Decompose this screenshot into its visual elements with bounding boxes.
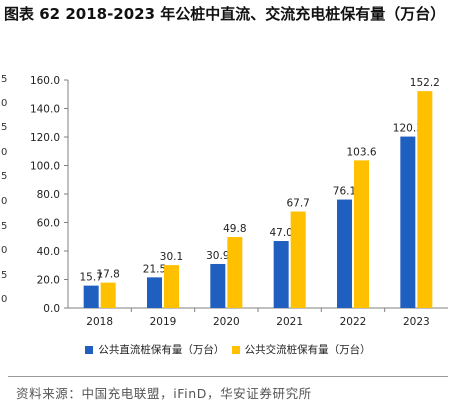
cropped-tick-label: 0 <box>1 245 8 256</box>
legend-item-dc: 公共直流桩保有量（万台） <box>85 342 224 357</box>
source-note: 资料来源：中国充电联盟，iFinD，华安证券研究所 <box>16 386 312 401</box>
data-label: 30.1 <box>160 251 183 263</box>
data-label: 76.1 <box>333 186 356 198</box>
data-label: 30.9 <box>206 250 229 262</box>
data-label: 67.7 <box>286 198 309 210</box>
cropped-tick-label: 0 <box>1 294 8 305</box>
data-label: 152.2 <box>410 77 440 89</box>
data-label: 21.5 <box>143 263 166 275</box>
legend-label-dc: 公共直流桩保有量（万台） <box>98 344 225 356</box>
legend-swatch-ac <box>231 345 240 354</box>
bar-ac-2019 <box>164 265 179 308</box>
data-label: 15.7 <box>79 272 102 284</box>
x-tick-label: 2022 <box>340 316 367 328</box>
data-label: 17.8 <box>96 269 119 281</box>
source-divider <box>8 376 448 377</box>
bar-ac-2023 <box>417 91 433 309</box>
y-tick-label: 60.0 <box>37 218 60 230</box>
y-tick-label: 0.0 <box>43 303 60 315</box>
data-label: 103.6 <box>346 146 376 158</box>
legend-label-ac: 公共交流桩保有量（万台） <box>244 344 371 356</box>
x-tick-label: 2020 <box>213 316 240 328</box>
data-label: 120.3 <box>393 123 423 135</box>
bar-dc-2023 <box>400 136 416 308</box>
y-tick-label: 20.0 <box>37 275 60 287</box>
y-tick-label: 160.0 <box>30 75 60 87</box>
cropped-tick-label: 0 <box>1 147 8 158</box>
cropped-tick-label: 5 <box>1 270 8 281</box>
x-tick-label: 2018 <box>86 316 113 328</box>
cropped-tick-label: 5 <box>1 122 8 133</box>
cropped-tick-label: 5 <box>1 171 8 182</box>
x-tick-label: 2021 <box>276 316 303 328</box>
y-tick-label: 120.0 <box>30 132 60 144</box>
bar-ac-2020 <box>227 237 243 308</box>
cropped-tick-label: 0 <box>1 98 8 109</box>
bar-dc-2018 <box>83 285 99 308</box>
y-tick-label: 80.0 <box>37 189 60 201</box>
y-tick-label: 100.0 <box>30 161 60 173</box>
legend-swatch-dc <box>85 345 94 354</box>
cropped-tick-label: 5 <box>1 74 8 85</box>
bar-ac-2018 <box>100 282 116 308</box>
bar-ac-2021 <box>290 211 306 308</box>
data-label: 49.8 <box>223 223 246 235</box>
bar-dc-2019 <box>147 277 162 308</box>
bar-dc-2021 <box>273 241 289 308</box>
bar-ac-2022 <box>354 160 369 308</box>
x-tick-label: 2019 <box>150 316 177 328</box>
chart-title: 图表 62 2018-2023 年公桩中直流、交流充电桩保有量（万台） <box>4 5 446 23</box>
cropped-tick-label: 0 <box>1 196 8 207</box>
legend-item-ac: 公共交流桩保有量（万台） <box>231 342 371 357</box>
cropped-left-axis: 5 0 5 0 5 0 5 0 5 0 <box>0 0 10 414</box>
data-label: 47.0 <box>269 227 292 239</box>
bar-dc-2020 <box>210 263 226 308</box>
y-tick-label: 140.0 <box>30 104 60 116</box>
cropped-tick-label: 5 <box>1 221 8 232</box>
x-tick-label: 2023 <box>403 316 430 328</box>
bar-dc-2022 <box>337 199 352 308</box>
y-tick-label: 40.0 <box>37 246 60 258</box>
legend: 公共直流桩保有量（万台） 公共交流桩保有量（万台） <box>0 342 456 357</box>
